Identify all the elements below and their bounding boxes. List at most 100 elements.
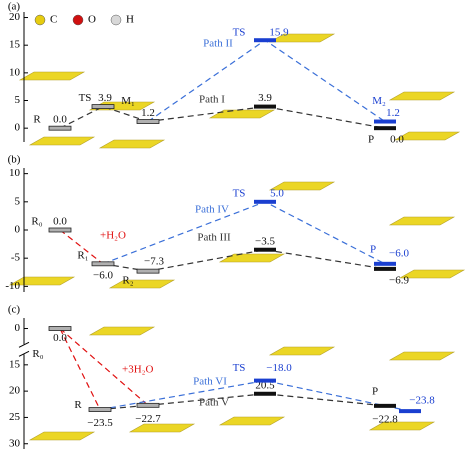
y-tick-label: 0 bbox=[15, 122, 21, 134]
energy-level bbox=[374, 261, 396, 266]
level-name: P bbox=[372, 385, 378, 397]
energy-level bbox=[254, 247, 276, 252]
level-value: 3.9 bbox=[258, 92, 272, 104]
graphene-sheet bbox=[128, 423, 196, 433]
energy-level bbox=[254, 38, 276, 43]
graphene-sheet bbox=[28, 431, 96, 441]
y-tick-label: 10 bbox=[9, 66, 21, 78]
level-value: 0.0 bbox=[53, 216, 67, 228]
graphene-sheet bbox=[218, 253, 286, 263]
path-label: Path I bbox=[199, 94, 225, 106]
level-name: TS bbox=[233, 187, 246, 199]
y-tick-label: 30 bbox=[9, 437, 21, 449]
annotation: +3H₂O bbox=[122, 364, 153, 376]
graphene-sheet bbox=[18, 71, 86, 81]
level-value: −6.0 bbox=[389, 247, 409, 259]
legend-label: H bbox=[126, 14, 134, 26]
path-label: Path V bbox=[199, 397, 229, 409]
path-label: Path IV bbox=[195, 204, 229, 216]
y-tick-label: 20 bbox=[9, 11, 21, 23]
path-line bbox=[102, 263, 149, 272]
graphene-sheet bbox=[268, 346, 336, 356]
level-value: −18.0 bbox=[266, 362, 292, 374]
level-value: −7.3 bbox=[144, 256, 164, 268]
level-name: P bbox=[368, 134, 374, 146]
legend-swatch bbox=[72, 14, 84, 26]
y-tick-label: 10 bbox=[9, 167, 21, 179]
y-tick-label: 25 bbox=[9, 411, 21, 423]
energy-level bbox=[88, 407, 112, 412]
level-name: M₁ bbox=[121, 95, 135, 107]
level-value: 5.0 bbox=[270, 187, 284, 199]
level-value: 3.9 bbox=[98, 92, 112, 104]
energy-level bbox=[136, 268, 160, 274]
annotation: +H₂O bbox=[100, 230, 126, 242]
energy-level bbox=[48, 326, 72, 331]
y-tick-label: -10 bbox=[5, 280, 20, 292]
energy-level bbox=[136, 119, 160, 124]
legend-label: C bbox=[50, 14, 57, 26]
graphene-sheet bbox=[8, 276, 76, 286]
graphene-sheet bbox=[268, 181, 336, 191]
graphene-sheet bbox=[268, 33, 336, 43]
graphene-sheet bbox=[98, 139, 166, 149]
panel-label: (c) bbox=[8, 304, 21, 316]
level-name: R₀ bbox=[32, 348, 43, 360]
energy-level bbox=[48, 125, 72, 131]
level-value: −23.8 bbox=[409, 395, 435, 407]
y-tick-label: 5 bbox=[15, 195, 21, 207]
panel-label: (b) bbox=[8, 154, 21, 166]
y-tick-label: 20 bbox=[9, 385, 21, 397]
y-tick-label: 0 bbox=[15, 224, 21, 236]
level-value: 0.0 bbox=[390, 134, 404, 146]
level-value: 1.2 bbox=[386, 107, 400, 119]
graphene-sheet bbox=[108, 279, 176, 289]
level-name: M₂ bbox=[372, 95, 386, 107]
y-tick-label: 15 bbox=[9, 358, 21, 370]
level-value: −22.8 bbox=[372, 413, 398, 425]
level-name: P bbox=[370, 243, 376, 255]
level-value: −23.5 bbox=[87, 417, 113, 429]
y-tick-label: 0 bbox=[15, 322, 21, 334]
path-line bbox=[99, 379, 411, 412]
path-label: Path II bbox=[203, 38, 233, 50]
level-value: 1.2 bbox=[141, 107, 155, 119]
y-tick-label: 15 bbox=[9, 39, 21, 51]
energy-level bbox=[374, 126, 396, 131]
level-value: 0.0 bbox=[53, 332, 67, 344]
graphene-sheet bbox=[388, 91, 456, 101]
graphene-sheet bbox=[208, 109, 276, 119]
energy-level bbox=[48, 227, 72, 233]
level-value: −3.5 bbox=[255, 235, 275, 247]
path-line bbox=[147, 39, 386, 123]
graphene-sheet bbox=[28, 136, 96, 146]
level-name: TS bbox=[233, 27, 246, 39]
energy-level bbox=[254, 199, 276, 204]
y-tick-label: 5 bbox=[15, 94, 21, 106]
energy-level bbox=[374, 266, 396, 271]
graphene-sheet bbox=[398, 269, 466, 279]
level-name: R bbox=[74, 399, 82, 411]
path-label: Path III bbox=[197, 232, 231, 244]
energy-level bbox=[399, 409, 421, 414]
energy-level bbox=[254, 378, 276, 383]
level-value: −6.0 bbox=[93, 269, 113, 281]
energy-level bbox=[254, 391, 276, 396]
level-name: R₂ bbox=[122, 275, 133, 287]
level-name: R₀ bbox=[31, 216, 42, 228]
level-value: −22.7 bbox=[135, 413, 161, 425]
legend-swatch bbox=[34, 14, 46, 26]
y-tick-label: -5 bbox=[11, 252, 21, 264]
legend-label: O bbox=[88, 14, 96, 26]
panel-label: (a) bbox=[8, 1, 21, 13]
path-line bbox=[59, 229, 104, 265]
energy-level bbox=[374, 119, 396, 124]
level-value: 15.9 bbox=[269, 27, 289, 39]
graphene-sheet bbox=[368, 421, 436, 431]
level-value: 0.0 bbox=[53, 114, 67, 126]
energy-level bbox=[91, 261, 115, 267]
level-name: R bbox=[33, 114, 41, 126]
level-name: TS bbox=[233, 362, 246, 374]
energy-level bbox=[374, 403, 396, 408]
